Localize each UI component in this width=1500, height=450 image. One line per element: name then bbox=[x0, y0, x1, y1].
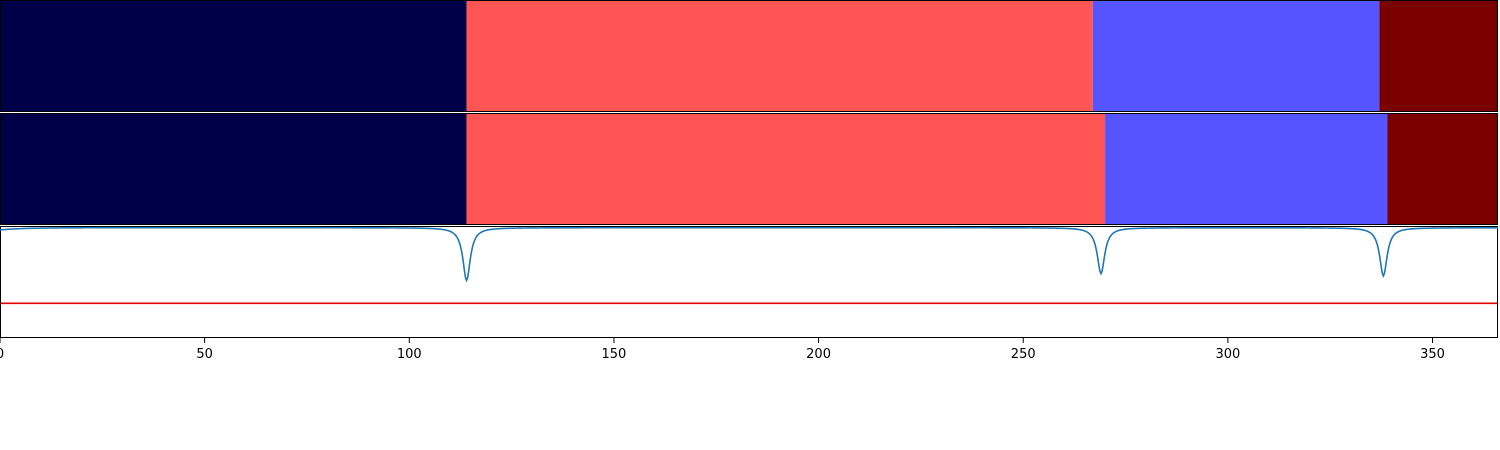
x-tick-label: 100 bbox=[397, 347, 422, 362]
panel-frame bbox=[0, 0, 1498, 112]
segment-3 bbox=[1105, 113, 1388, 225]
segment-bar-bottom bbox=[0, 113, 1498, 225]
segment-bar-top bbox=[0, 0, 1498, 112]
x-tick-label: 200 bbox=[806, 347, 831, 362]
plot-frame bbox=[0, 226, 1498, 338]
segment-4 bbox=[1387, 113, 1498, 225]
segment-1 bbox=[0, 0, 467, 112]
x-tick-label: 300 bbox=[1215, 347, 1240, 362]
x-tick-label: 50 bbox=[196, 347, 213, 362]
x-tick-label: 150 bbox=[602, 347, 627, 362]
x-tick-label: 0 bbox=[0, 347, 4, 362]
signal-series-line bbox=[0, 226, 1498, 283]
panel-frame bbox=[0, 113, 1498, 225]
x-tick-label: 350 bbox=[1420, 347, 1445, 362]
segment-4 bbox=[1379, 0, 1498, 112]
x-tick-label: 250 bbox=[1011, 347, 1036, 362]
segment-2 bbox=[466, 113, 1106, 225]
segment-3 bbox=[1092, 0, 1380, 112]
signal-line-plot bbox=[0, 226, 1498, 338]
segment-1 bbox=[0, 113, 467, 225]
x-axis: 0 50 100 150 200 250 300 350 bbox=[0, 338, 1445, 362]
segment-2 bbox=[466, 0, 1093, 112]
